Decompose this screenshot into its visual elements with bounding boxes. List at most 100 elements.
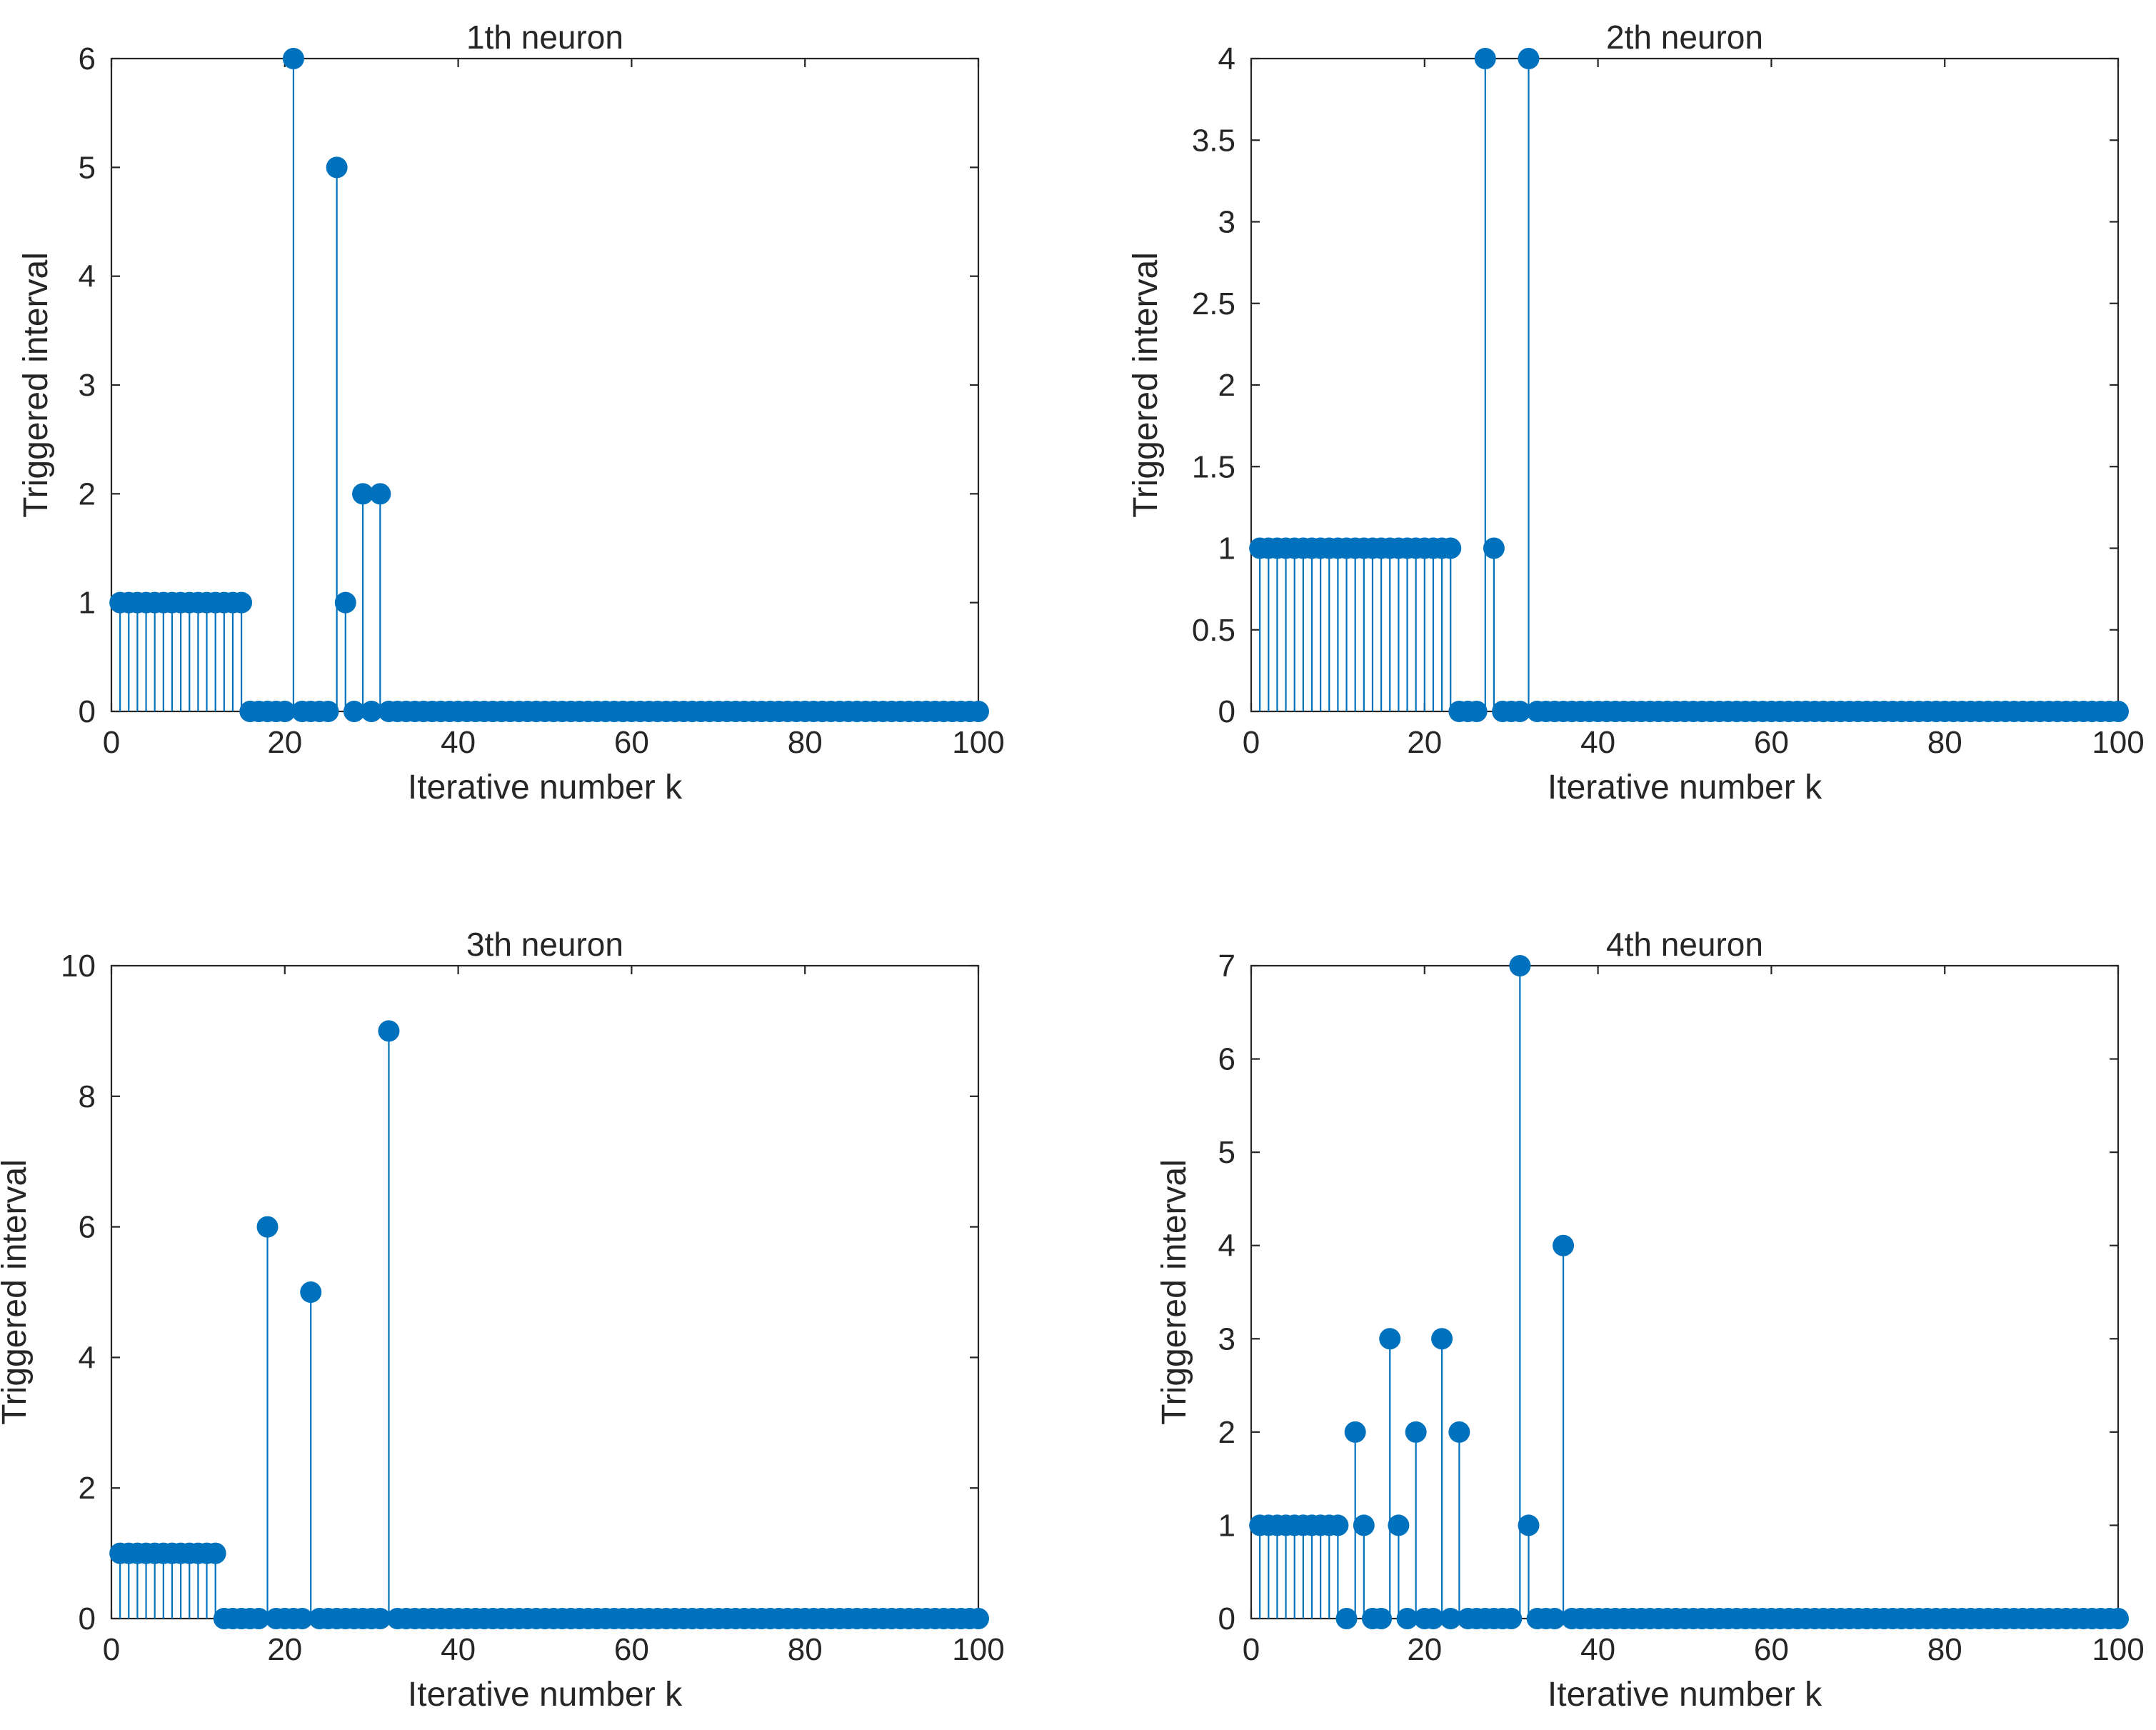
stem-marker [1509,955,1531,976]
stem-marker [326,156,348,179]
stem-marker [369,1608,391,1629]
chart-2: 0 20 40 60 80 100 0 0.5 1 1.5 2 2.5 3 3.5 4 2th neuron I… [1127,19,2145,806]
stem-marker [2107,701,2129,722]
y-tick-label: 0 [79,694,96,729]
stem-marker [1543,1608,1565,1629]
x-tick-label: 60 [1754,725,1789,760]
x-tick-label: 100 [2092,1632,2144,1667]
x-tick-label: 60 [1754,1632,1789,1667]
stem-marker [1483,537,1505,559]
x-tick-label: 20 [1407,1632,1442,1667]
y-tick-label: 1.5 [1192,449,1235,484]
x-axis-label: Iterative number k [1548,769,1822,806]
x-tick-label: 80 [1927,1632,1962,1667]
y-tick-label: 0 [79,1601,96,1636]
x-tick-label: 80 [1927,725,1962,760]
chart-3: 0 20 40 60 80 100 0 2 4 6 8 10 3th neuron Iterative n… [0,926,1005,1714]
x-axis-label: Iterative number k [408,769,683,806]
stem-marker [1353,1514,1375,1536]
chart-title: 1th neuron [466,19,623,56]
chart-4: 0 20 40 60 80 100 0 1 2 3 4 5 6 7 4th neuron Iterative … [1155,926,2145,1714]
y-tick-label: 3 [79,368,96,403]
stem-marker [1335,1608,1358,1629]
stem-marker [1465,701,1488,722]
stem-marker [1440,537,1462,559]
stem-marker [2107,1608,2129,1629]
y-tick-label: 10 [61,949,96,984]
y-axis-label: Triggered interval [1155,1159,1193,1425]
x-tick-label: 100 [2092,725,2144,760]
y-tick-label: 0 [1218,1601,1235,1636]
chart-title: 2th neuron [1606,19,1763,56]
y-tick-label: 4 [1218,41,1235,76]
x-tick-label: 40 [441,1632,476,1667]
x-tick-label: 20 [267,1632,302,1667]
x-tick-label: 80 [788,725,823,760]
x-tick-label: 40 [1580,725,1615,760]
chart-title: 4th neuron [1606,926,1763,963]
stem-marker [1440,1608,1462,1629]
stem-marker [248,1608,270,1629]
y-tick-label: 5 [1218,1135,1235,1170]
stem-marker [1518,48,1540,69]
stem-marker [1396,1608,1418,1629]
y-tick-label: 6 [79,1210,96,1245]
y-tick-label: 2.5 [1192,286,1235,321]
stem-marker [968,701,989,722]
y-tick-label: 1 [79,586,96,621]
stem-marker [1370,1608,1393,1629]
x-tick-label: 100 [952,725,1004,760]
y-tick-label: 1 [1218,1508,1235,1543]
x-tick-label: 0 [1243,1632,1260,1667]
stem-marker [1474,48,1496,69]
chart-title: 3th neuron [466,926,623,963]
stem-marker [282,48,304,69]
x-tick-label: 20 [267,725,302,760]
stem-marker [1431,1328,1453,1350]
y-tick-label: 0 [1218,694,1235,729]
stem-marker [1405,1421,1427,1443]
stem-marker [291,1608,314,1629]
stem-marker [369,483,391,505]
stem-marker [1500,1608,1523,1629]
y-tick-label: 3.5 [1192,123,1235,158]
stem-marker [1448,1421,1470,1443]
series [109,1020,989,1629]
stem-marker [361,701,383,722]
y-axis-label: Triggered interval [0,1159,34,1425]
y-tick-label: 3 [1218,1321,1235,1356]
stem-marker [317,701,339,722]
y-axis-label: Triggered interval [1127,252,1165,518]
x-tick-label: 80 [788,1632,823,1667]
stem-marker [334,591,356,614]
x-axis-label: Iterative number k [1548,1676,1822,1714]
y-tick-label: 7 [1218,949,1235,984]
stem-marker [1344,1421,1366,1443]
stem-marker [256,1216,279,1238]
y-tick-label: 2 [79,476,96,511]
stem-marker [1327,1514,1349,1536]
x-tick-label: 40 [1580,1632,1615,1667]
y-tick-label: 3 [1218,205,1235,240]
stem-marker [1553,1234,1575,1256]
y-tick-label: 4 [79,259,96,294]
y-tick-label: 1 [1218,531,1235,566]
chart-1: 0 20 40 60 80 100 0 1 2 3 4 5 6 1th neuron Iterative n… [17,19,1005,806]
y-tick-label: 4 [79,1340,96,1375]
stem-marker [1518,1514,1540,1536]
stem-marker [378,1020,400,1042]
stem-marker [1509,701,1531,722]
series [1249,48,2129,722]
stem-marker [1422,1608,1444,1629]
x-tick-label: 100 [952,1632,1004,1667]
stem-marker [231,591,253,614]
stem-marker [352,483,374,505]
x-tick-label: 0 [103,1632,120,1667]
y-tick-label: 5 [79,150,96,185]
stem-marker [1388,1514,1410,1536]
stem-marker [1379,1328,1401,1350]
y-tick-label: 4 [1218,1229,1235,1264]
